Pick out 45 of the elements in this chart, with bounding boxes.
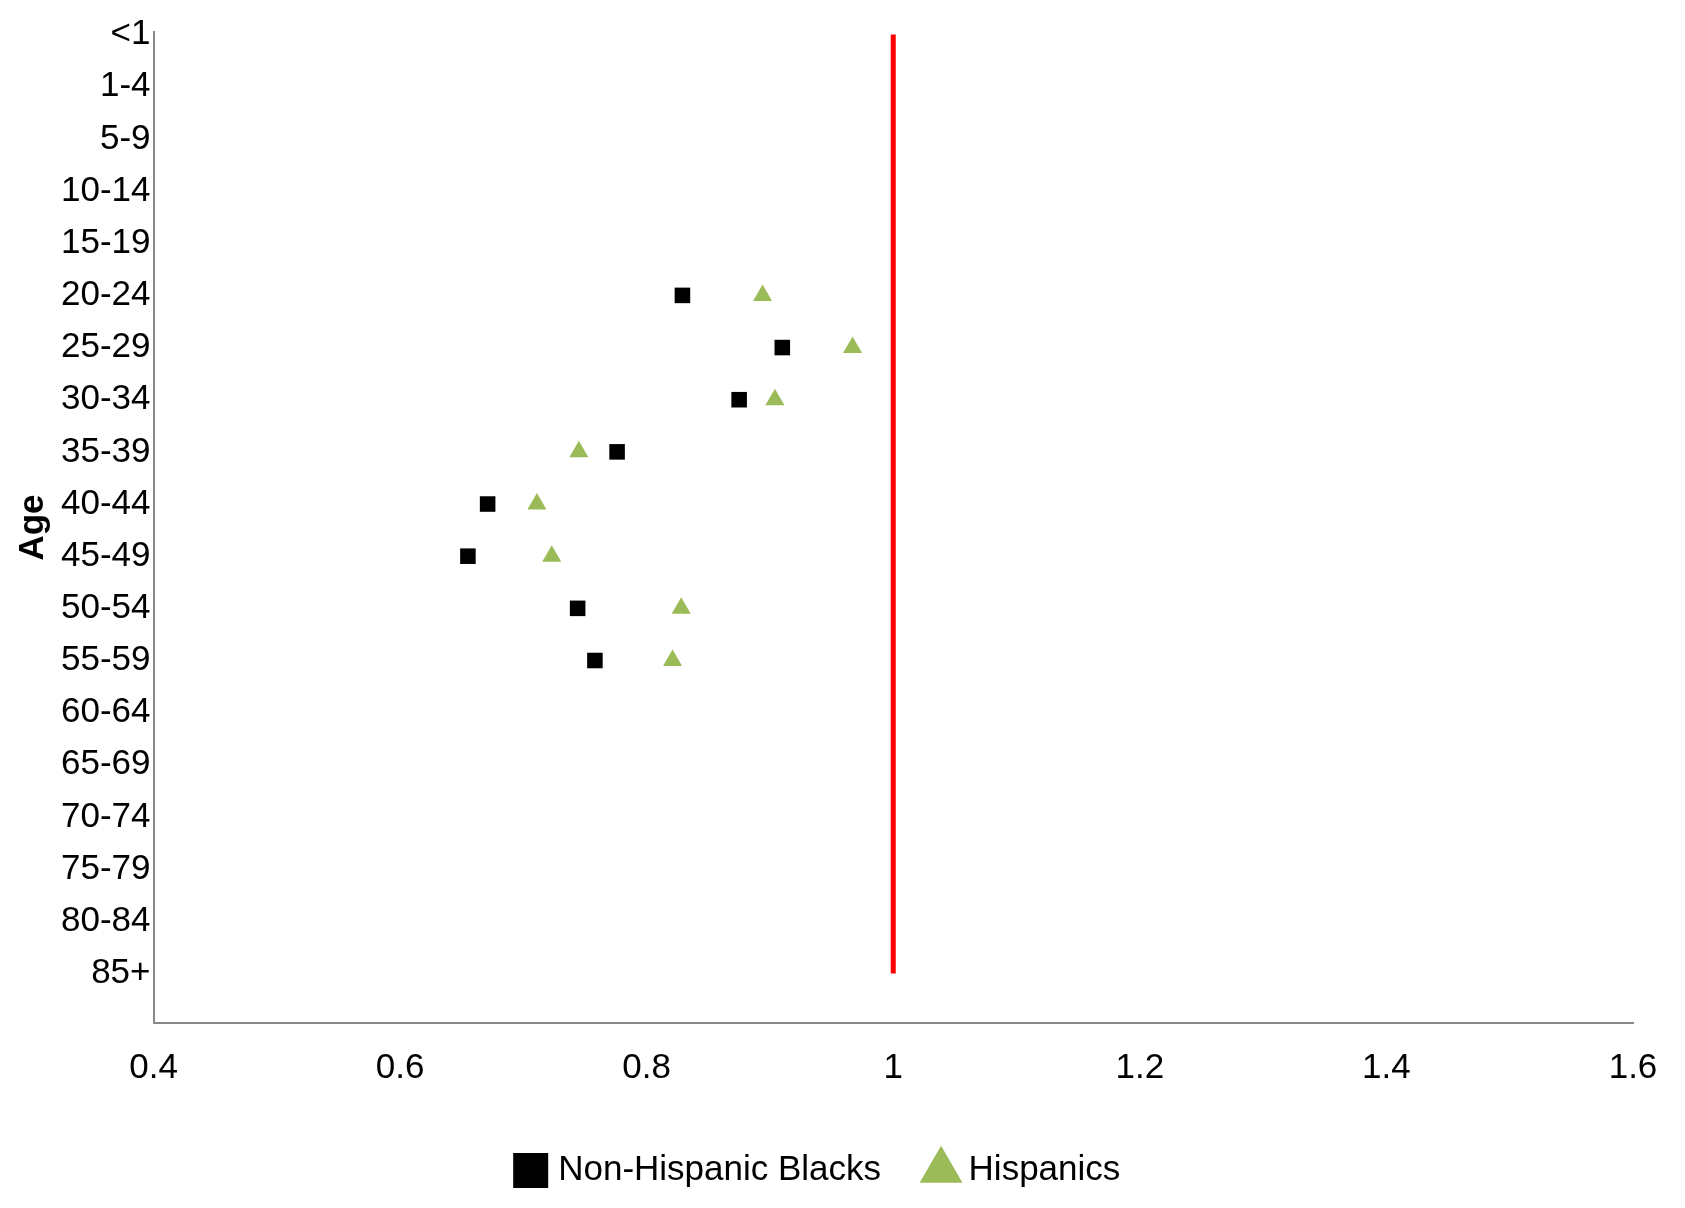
point (774, 339, 791, 356)
x-tick-label: 1 (883, 1045, 903, 1085)
x-tick-label: 0.4 (129, 1045, 178, 1085)
y-tick-label: 40-44 (60, 481, 151, 521)
y-tick-label: 30-34 (60, 377, 151, 417)
point (674, 287, 691, 304)
point (569, 440, 589, 458)
point (542, 545, 562, 562)
point (753, 284, 773, 301)
y-tick-label: 10-14 (60, 168, 151, 208)
point (527, 493, 547, 510)
y-tick-label: 35-39 (60, 429, 151, 469)
y-tick-label: 55-59 (60, 638, 151, 678)
y-tick-label: 65-69 (60, 742, 151, 782)
x-tick-label: 1.6 (1608, 1045, 1658, 1085)
y-tick-label: 5-9 (99, 116, 151, 156)
y-tick-label: 80-84 (60, 898, 151, 938)
y-tick-label: 70-74 (60, 794, 151, 834)
legend-label: Hispanics (968, 1148, 1121, 1188)
point (479, 496, 496, 512)
y-tick-label: 85+ (91, 951, 151, 991)
y-tick-label: 60-64 (60, 690, 151, 730)
point (609, 444, 625, 460)
point (587, 652, 603, 669)
x-tick-label: 0.6 (375, 1045, 425, 1085)
point (569, 600, 586, 617)
y-axis-title: Age (10, 494, 50, 561)
point (460, 548, 476, 564)
x-tick-label: 0.8 (622, 1045, 672, 1085)
point (731, 391, 747, 408)
x-tick-label: 1.2 (1115, 1045, 1165, 1085)
point (671, 597, 691, 614)
y-tick-label: 75-79 (60, 846, 151, 886)
point (843, 336, 863, 354)
point (663, 649, 683, 666)
x-tick-label: 1.4 (1362, 1045, 1411, 1085)
y-tick-label: 45-49 (60, 533, 151, 573)
y-tick-label: 20-24 (60, 273, 151, 313)
y-tick-label: 15-19 (60, 220, 151, 260)
y-tick-label: 25-29 (60, 325, 151, 365)
point (765, 388, 785, 406)
legend-label: Non-Hispanic Blacks (558, 1148, 882, 1188)
y-tick-label: 50-54 (60, 586, 151, 625)
y-tick-label: 1-4 (99, 64, 151, 104)
y-tick-label: <1 (110, 12, 151, 52)
